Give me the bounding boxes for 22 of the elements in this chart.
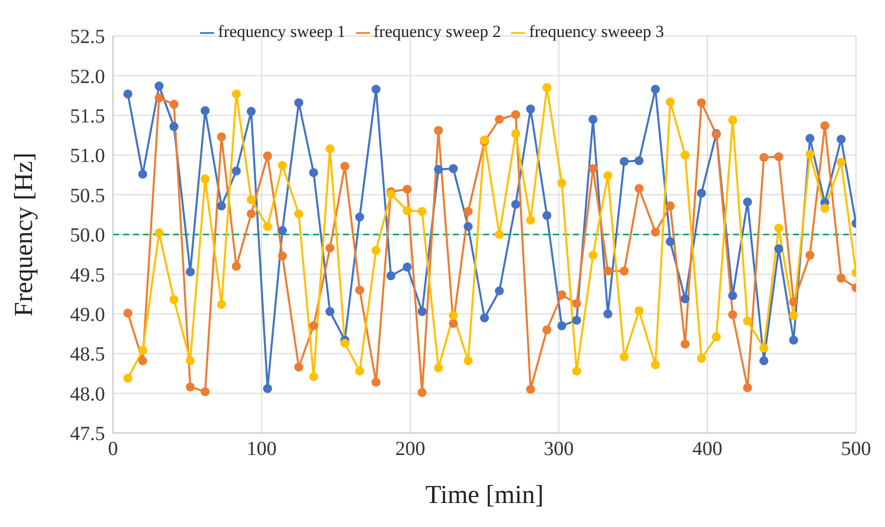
x-axis-title: Time [min] xyxy=(425,480,544,509)
y-tick-label: 52.5 xyxy=(70,26,105,48)
x-tick-label: 300 xyxy=(544,438,574,460)
y-tick-label: 48.0 xyxy=(70,383,105,406)
legend-label: frequency sweep 1 xyxy=(218,22,346,41)
y-tick-label: 49.5 xyxy=(70,264,105,286)
x-tick-label: 100 xyxy=(246,438,277,460)
y-tick-label: 50.0 xyxy=(70,224,105,247)
y-tick-label: 47.5 xyxy=(70,423,105,446)
y-tick-label: 49.0 xyxy=(70,304,105,326)
legend-label: frequency sweep 2 xyxy=(374,22,501,41)
y-axis-title: Frequency [Hz] xyxy=(9,152,38,316)
y-tick-label: 51.5 xyxy=(70,106,105,128)
y-tick-label: 50.5 xyxy=(70,184,105,207)
x-tick-label: 400 xyxy=(692,438,722,460)
legend-label: frequency sweeep 3 xyxy=(528,22,664,41)
x-tick-label: 0 xyxy=(108,438,118,460)
x-tick-label: 500 xyxy=(841,438,871,460)
y-tick-label: 52.0 xyxy=(70,66,105,88)
x-tick-label: 200 xyxy=(395,438,426,460)
y-tick-label: 48.5 xyxy=(70,344,105,366)
y-tick-label: 51.0 xyxy=(70,145,105,168)
